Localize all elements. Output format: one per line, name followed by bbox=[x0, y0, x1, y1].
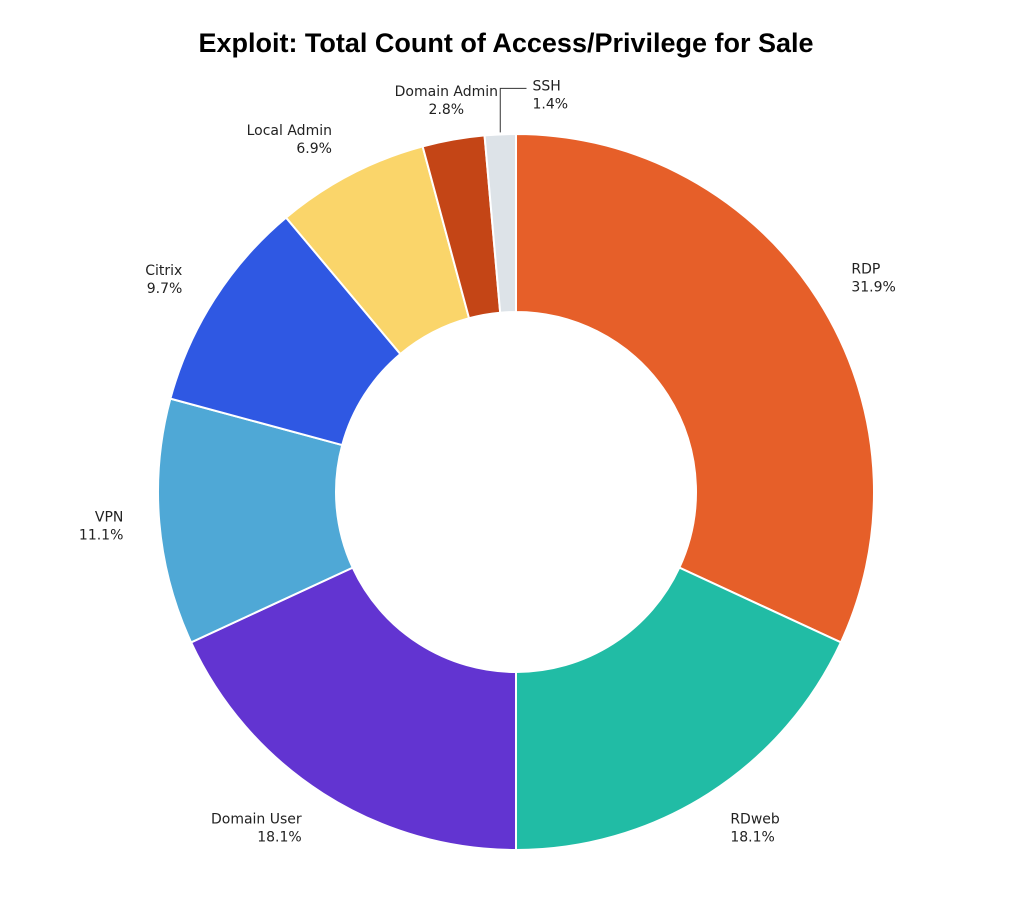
value-label-ssh: 1.4% bbox=[533, 96, 569, 112]
value-label-citrix: 9.7% bbox=[147, 281, 183, 297]
label-ssh: SSH bbox=[533, 78, 561, 94]
label-citrix: Citrix bbox=[145, 263, 182, 279]
slice-rdp[interactable] bbox=[515, 132, 875, 644]
label-rdp: RDP bbox=[851, 262, 880, 278]
label-rdweb: RDweb bbox=[730, 811, 780, 827]
chart-title: Exploit: Total Count of Access/Privilege… bbox=[198, 28, 814, 58]
value-label-rdweb: 18.1% bbox=[730, 829, 774, 845]
value-label-rdp: 31.9% bbox=[851, 280, 895, 296]
value-label-vpn: 11.1% bbox=[79, 527, 123, 543]
label-local-admin: Local Admin bbox=[247, 123, 332, 139]
value-label-domain-admin: 2.8% bbox=[429, 102, 465, 118]
label-domain-admin: Domain Admin bbox=[395, 84, 498, 100]
slice-rdweb[interactable] bbox=[515, 566, 843, 852]
label-vpn: VPN bbox=[95, 509, 124, 525]
leader-line-ssh bbox=[499, 87, 527, 133]
value-label-domain-user: 18.1% bbox=[257, 829, 301, 845]
slice-ssh[interactable] bbox=[483, 132, 517, 314]
label-domain-user: Domain User bbox=[211, 811, 302, 827]
value-label-local-admin: 6.9% bbox=[296, 141, 332, 157]
slice-domain-user[interactable] bbox=[189, 566, 517, 852]
